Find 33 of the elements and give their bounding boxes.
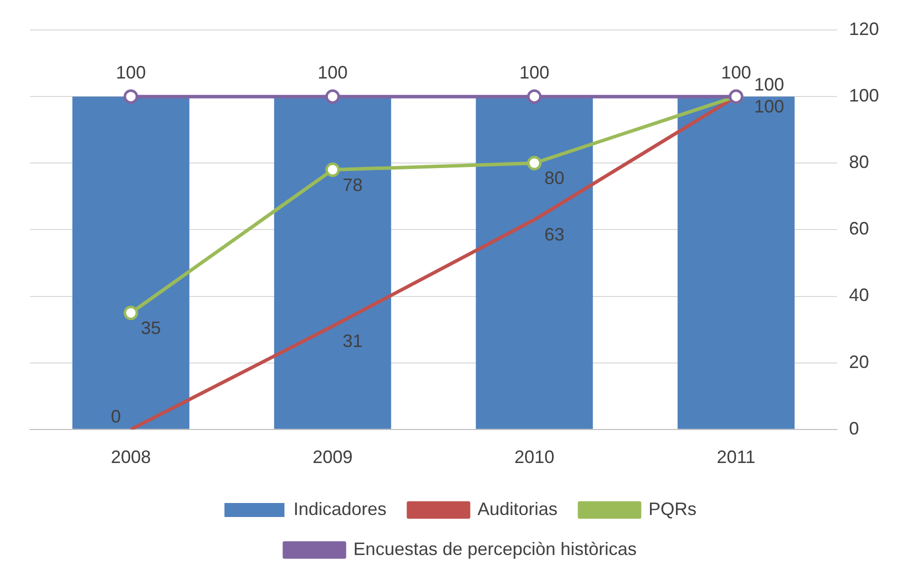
x-tick-label: 2008 [110, 447, 151, 468]
legend-label: PQRs [648, 498, 697, 519]
legend-label: Indicadores [293, 498, 387, 519]
data-label: 35 [140, 318, 161, 338]
data-label: 100 [754, 74, 784, 95]
legend-label: Encuestas de percepciòn històricas [353, 538, 637, 559]
data-label: 0 [110, 406, 121, 426]
data-label: 100 [116, 62, 146, 83]
point [325, 162, 340, 178]
point [527, 89, 542, 104]
y-tick-label: 120 [848, 18, 880, 39]
x-tick-label: 2010 [514, 447, 554, 468]
y-tick-label: 80 [848, 152, 869, 172]
point [124, 306, 138, 320]
x-tick-label: 2009 [312, 447, 353, 468]
x-tick-label: 2011 [716, 447, 756, 468]
data-label: 100 [519, 62, 550, 83]
y-tick-label: 40 [848, 285, 869, 306]
legend-label: Auditorias [478, 498, 558, 519]
y-tick-label: 20 [848, 352, 869, 372]
data-label: 100 [754, 96, 784, 117]
point [325, 89, 340, 104]
point [527, 156, 542, 170]
data-label: 78 [342, 174, 363, 195]
data-label: 63 [544, 224, 564, 245]
data-label: 100 [318, 62, 348, 83]
y-tick-label: 60 [848, 218, 869, 239]
data-label: 80 [544, 168, 564, 188]
y-tick-label: 100 [848, 86, 880, 106]
y-tick-label: 0 [848, 418, 859, 438]
data-label: 31 [342, 331, 363, 352]
data-label: 100 [721, 62, 752, 83]
point [124, 89, 138, 104]
